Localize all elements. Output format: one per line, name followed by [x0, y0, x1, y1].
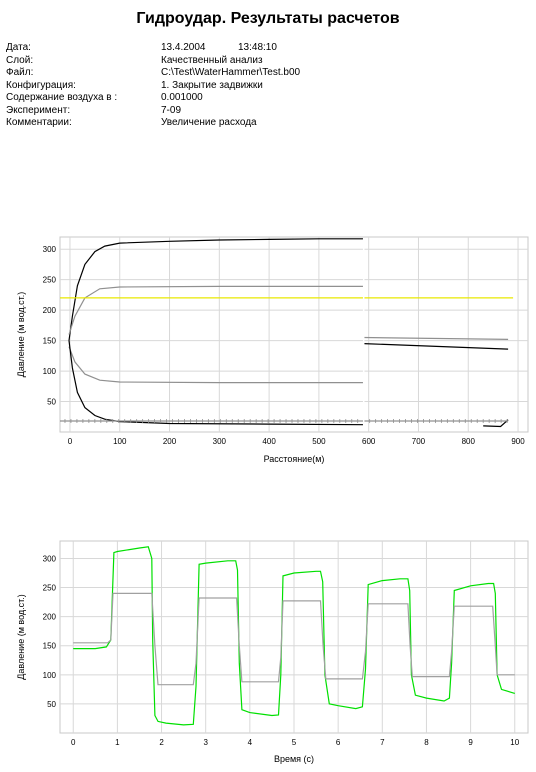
x-tick-label: 4 [248, 738, 253, 747]
info-label: Комментарии: [6, 117, 72, 128]
x-tick-label: 400 [262, 437, 276, 446]
y-tick-label: 200 [43, 613, 57, 622]
y-tick-label: 150 [43, 337, 57, 346]
x-tick-label: 700 [412, 437, 426, 446]
y-tick-label: 100 [43, 671, 57, 680]
info-time: 13:48:10 [238, 42, 277, 53]
info-label: Дата: [6, 42, 31, 53]
y-tick-label: 300 [43, 245, 57, 254]
x-tick-label: 9 [468, 738, 473, 747]
y-axis-label: Давление (м вод.ст.) [16, 594, 26, 679]
series-line-lower [68, 346, 364, 384]
info-value: 7-09 [161, 104, 182, 116]
x-tick-label: 7 [380, 738, 385, 747]
series-line-min [68, 340, 364, 426]
y-tick-label: 200 [43, 306, 57, 315]
y-tick-label: 300 [43, 554, 57, 563]
info-label: Слой: [6, 54, 34, 66]
info-value: 0.001000 [161, 92, 203, 103]
info-label: Файл: [6, 67, 34, 78]
x-tick-label: 100 [113, 437, 127, 446]
x-tick-label: 10 [510, 738, 519, 747]
x-axis-label: Расстояние(м) [264, 454, 325, 464]
x-tick-label: 200 [163, 437, 177, 446]
plot-area [59, 236, 529, 433]
series-line-green [73, 546, 515, 726]
series-line-max [363, 343, 509, 350]
y-tick-label: 50 [47, 398, 56, 407]
info-value: 1. Закрытие задвижки [161, 79, 263, 91]
x-tick-label: 800 [462, 437, 476, 446]
x-tick-label: 1 [115, 738, 120, 747]
y-tick-label: 250 [43, 276, 57, 285]
series-line-max [68, 238, 364, 341]
info-label: Конфигурация: [6, 79, 76, 91]
x-tick-label: 5 [292, 738, 297, 747]
report-title: Гидроудар. Результаты расчетов [136, 10, 400, 27]
info-label: Содержание воздуха в : [6, 92, 118, 103]
x-tick-label: 300 [213, 437, 227, 446]
info-value: C:\Test\WaterHammer\Test.b00 [161, 67, 301, 78]
info-value: Увеличение расхода [161, 117, 257, 128]
y-tick-label: 150 [43, 642, 57, 651]
y-tick-label: 50 [47, 700, 56, 709]
series-line-gray [73, 592, 515, 686]
x-tick-label: 0 [71, 738, 76, 747]
info-value: 13.4.2004 [161, 42, 206, 53]
x-tick-label: 900 [511, 437, 525, 446]
x-tick-label: 500 [312, 437, 326, 446]
series-line-upper [68, 285, 364, 335]
info-label: Эксперимент: [6, 104, 71, 116]
series-line-upper [363, 336, 509, 340]
y-tick-label: 250 [43, 584, 57, 593]
x-axis-label: Время (с) [274, 754, 314, 764]
y-axis-label: Давление (м вод.ст.) [16, 292, 26, 377]
x-tick-label: 0 [68, 437, 73, 446]
y-tick-label: 100 [43, 367, 57, 376]
x-tick-label: 600 [362, 437, 376, 446]
x-tick-label: 3 [203, 738, 208, 747]
info-value: Качественный анализ [161, 54, 263, 66]
x-tick-label: 6 [336, 738, 341, 747]
x-tick-label: 8 [424, 738, 429, 747]
series-line-min [483, 419, 509, 428]
x-tick-label: 2 [159, 738, 164, 747]
